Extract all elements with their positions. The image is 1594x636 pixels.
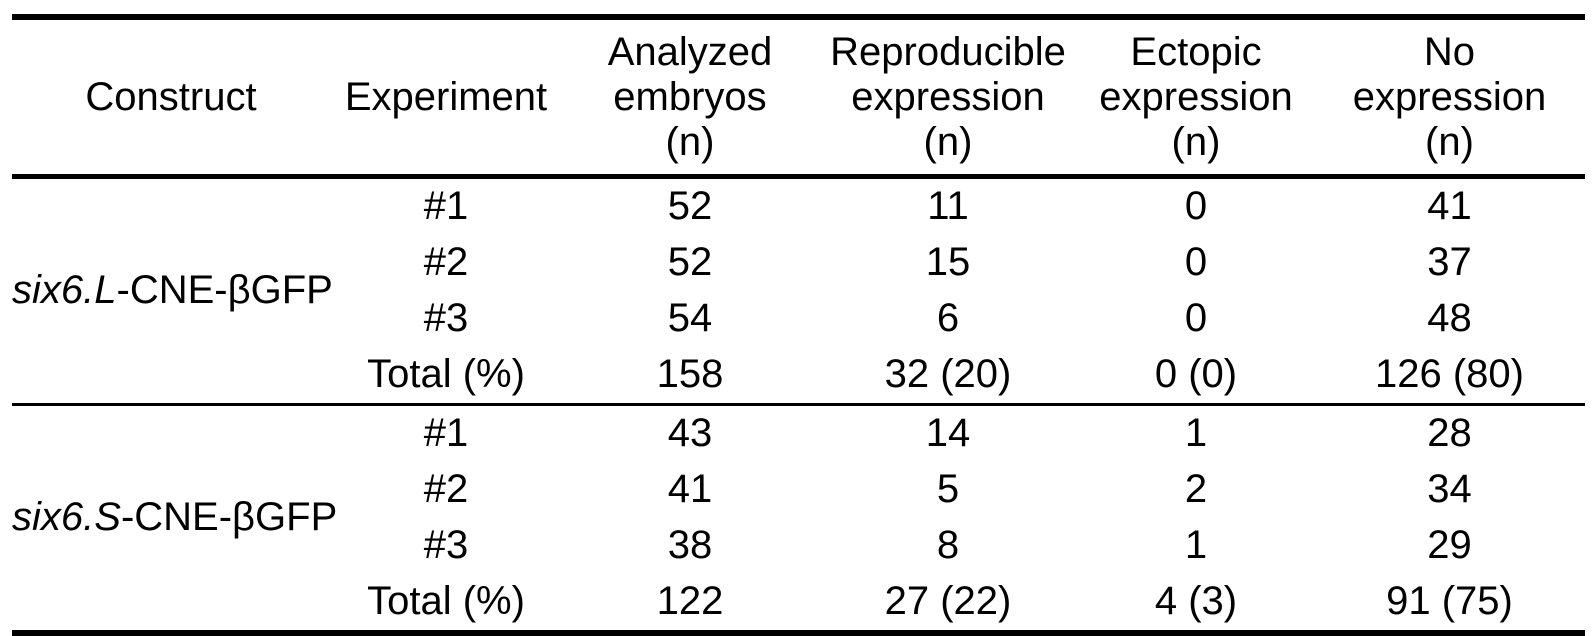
cell-no-expression: 126 (80) bbox=[1375, 352, 1524, 397]
group-six6s: six6.S-CNE-βGFP #1 43 14 1 28 #2 41 5 2 … bbox=[12, 404, 1585, 633]
table-row: #3 54 6 0 48 bbox=[12, 291, 1585, 347]
cell-analyzed-embryos: 38 bbox=[667, 523, 713, 568]
construct-gene-name: six6.L bbox=[12, 268, 117, 313]
construct-gene-name: six6.S bbox=[12, 495, 121, 540]
cell-ectopic-expression: 0 bbox=[1184, 240, 1208, 285]
cell-reproducible-expression: 11 bbox=[927, 184, 969, 229]
cell-reproducible-expression: 6 bbox=[936, 296, 960, 341]
cell-ectopic-expression: 1 bbox=[1184, 523, 1208, 568]
cell-experiment: #1 bbox=[423, 184, 469, 229]
cell-reproducible-expression: 5 bbox=[936, 467, 960, 512]
col-header-ectopic-expression: Ectopic expression (n) bbox=[1099, 30, 1293, 165]
cell-no-expression: 28 bbox=[1427, 411, 1472, 456]
cell-ectopic-expression: 0 bbox=[1184, 296, 1208, 341]
table-row: #2 41 5 2 34 bbox=[12, 462, 1585, 518]
col-header-experiment: Experiment bbox=[344, 75, 548, 120]
construct-suffix: -CNE-βGFP bbox=[116, 268, 333, 313]
cell-ectopic-expression: 4 (3) bbox=[1154, 579, 1238, 624]
cell-analyzed-embryos: 52 bbox=[667, 184, 713, 229]
table-row-total: Total (%) 158 32 (20) 0 (0) 126 (80) bbox=[12, 347, 1585, 405]
construct-cell-six6l: six6.L-CNE-βGFP bbox=[12, 176, 333, 404]
cell-analyzed-embryos: 54 bbox=[667, 296, 713, 341]
col-header-reproducible-expression: Reproducible expression (n) bbox=[830, 30, 1066, 165]
col-header-no-expression: No expression (n) bbox=[1352, 30, 1547, 165]
cell-experiment: Total (%) bbox=[367, 579, 525, 624]
cell-ectopic-expression: 1 bbox=[1184, 411, 1208, 456]
cell-no-expression: 37 bbox=[1427, 240, 1472, 285]
cell-reproducible-expression: 27 (22) bbox=[884, 579, 1012, 624]
cell-analyzed-embryos: 41 bbox=[667, 467, 713, 512]
table-row: six6.S-CNE-βGFP #1 43 14 1 28 bbox=[12, 404, 1585, 539]
cell-experiment: #1 bbox=[423, 411, 469, 456]
cell-ectopic-expression: 2 bbox=[1184, 467, 1208, 512]
table-row: six6.L-CNE-βGFP #1 52 11 0 41 bbox=[12, 176, 1585, 312]
col-header-analyzed-embryos: Analyzed embryos (n) bbox=[607, 30, 773, 165]
cell-reproducible-expression: 15 bbox=[925, 240, 971, 285]
construct-cell-six6s: six6.S-CNE-βGFP bbox=[12, 404, 337, 633]
expression-results-table: Construct Experiment Analyzed embryos (n… bbox=[12, 14, 1585, 636]
cell-no-expression: 41 bbox=[1427, 184, 1472, 229]
cell-experiment: Total (%) bbox=[367, 352, 525, 397]
table-row-total: Total (%) 122 27 (22) 4 (3) 91 (75) bbox=[12, 574, 1585, 633]
cell-analyzed-embryos: 158 bbox=[656, 352, 724, 397]
cell-experiment: #2 bbox=[423, 240, 469, 285]
col-header-construct: Construct bbox=[85, 75, 257, 120]
cell-experiment: #3 bbox=[423, 523, 469, 568]
cell-reproducible-expression: 8 bbox=[936, 523, 960, 568]
construct-suffix: -CNE-βGFP bbox=[120, 495, 338, 540]
table-row: #3 38 8 1 29 bbox=[12, 518, 1585, 574]
cell-analyzed-embryos: 52 bbox=[667, 240, 713, 285]
table-row: #2 52 15 0 37 bbox=[12, 235, 1585, 291]
group-six6l: six6.L-CNE-βGFP #1 52 11 0 41 #2 52 15 0… bbox=[12, 176, 1585, 405]
cell-reproducible-expression: 14 bbox=[925, 411, 971, 456]
header-row: Construct Experiment Analyzed embryos (n… bbox=[12, 17, 1585, 177]
cell-experiment: #3 bbox=[423, 296, 469, 341]
cell-no-expression: 91 (75) bbox=[1386, 579, 1513, 624]
table-header: Construct Experiment Analyzed embryos (n… bbox=[12, 17, 1585, 177]
cell-no-expression: 34 bbox=[1427, 467, 1472, 512]
cell-analyzed-embryos: 43 bbox=[667, 411, 713, 456]
cell-no-expression: 48 bbox=[1427, 296, 1472, 341]
cell-ectopic-expression: 0 bbox=[1184, 184, 1208, 229]
cell-no-expression: 29 bbox=[1427, 523, 1472, 568]
cell-experiment: #2 bbox=[423, 467, 469, 512]
cell-ectopic-expression: 0 (0) bbox=[1154, 352, 1238, 397]
cell-analyzed-embryos: 122 bbox=[656, 579, 724, 624]
cell-reproducible-expression: 32 (20) bbox=[884, 352, 1012, 397]
